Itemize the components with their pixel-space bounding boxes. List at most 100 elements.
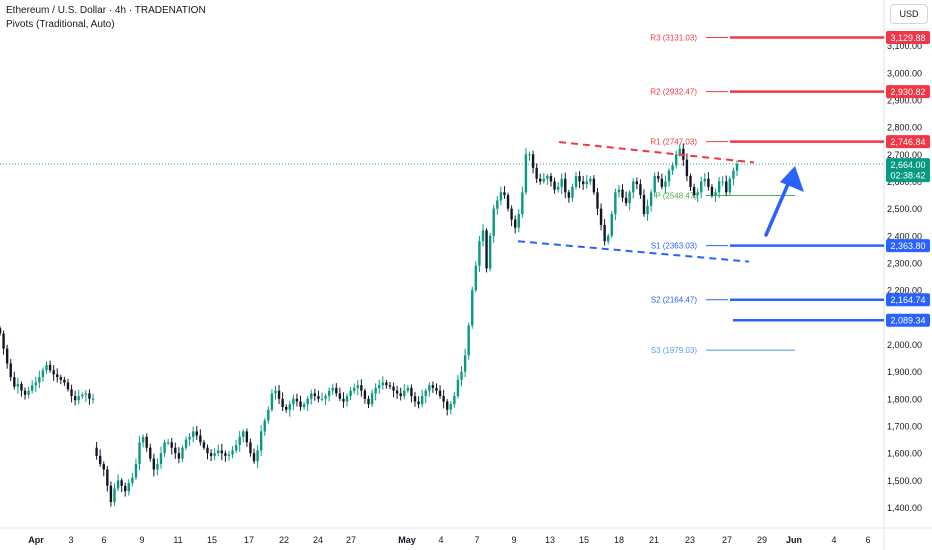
candle-body <box>578 176 581 182</box>
y-tick-label: 1,600.00 <box>887 449 922 459</box>
candle-body <box>141 436 145 443</box>
x-tick-label: 23 <box>685 535 695 545</box>
candle-body <box>234 445 238 451</box>
candle-body <box>496 200 499 209</box>
pivot-level-label: R2 (2932.47) <box>650 88 697 97</box>
candle-body <box>163 442 166 454</box>
candle-body <box>242 431 245 437</box>
candle-body <box>667 170 671 182</box>
candle-body <box>456 379 460 397</box>
candle-body <box>564 178 567 193</box>
candle-body <box>703 178 707 182</box>
price-tag-value: 2,746.84 <box>890 137 925 147</box>
candle-body <box>646 205 649 215</box>
currency-button[interactable]: USD <box>890 4 928 24</box>
candle-body <box>399 393 402 397</box>
symbol-title: Ethereum / U.S. Dollar · 4h · TRADENATIO… <box>6 5 206 16</box>
candle-body <box>166 442 170 444</box>
candle-body <box>363 390 367 399</box>
current-price-value: 2,664.00 <box>890 160 925 170</box>
candle-body <box>607 235 610 242</box>
candle-body <box>385 382 388 386</box>
candle-body <box>535 167 538 179</box>
y-tick-label: 2,300.00 <box>887 258 922 268</box>
candle-body <box>116 480 120 489</box>
candle-body <box>209 453 213 456</box>
candle-body <box>256 450 259 462</box>
candle-body <box>320 398 324 400</box>
candle-body <box>438 390 442 397</box>
candle-body <box>20 383 23 391</box>
candle-body <box>642 195 646 215</box>
candle-body <box>285 406 288 410</box>
price-tag-value: 2,930.82 <box>890 87 925 97</box>
y-tick-label: 2,000.00 <box>887 340 922 350</box>
candle-body <box>471 290 474 326</box>
support-trendline[interactable] <box>517 240 750 263</box>
price-tag-value: 2,363.80 <box>890 241 925 251</box>
candle-body <box>581 181 585 185</box>
candle-body <box>714 192 717 196</box>
candle-body <box>259 431 263 451</box>
candle-body <box>52 370 55 375</box>
candle-body <box>585 181 588 185</box>
candle-body <box>106 469 109 486</box>
chart-header: Ethereum / U.S. Dollar · 4h · TRADENATIO… <box>6 4 206 32</box>
candle-body <box>63 379 66 383</box>
candle-body <box>453 396 456 405</box>
candle-body <box>181 447 184 459</box>
candle-body <box>23 390 27 395</box>
candle-body <box>156 464 159 470</box>
candle-body <box>345 396 349 402</box>
projection-arrow-head[interactable] <box>780 166 804 192</box>
candle-body <box>603 224 606 242</box>
x-tick-label: Jun <box>786 535 802 545</box>
y-tick-label: 2,400.00 <box>887 231 922 241</box>
candle-body <box>338 393 342 399</box>
candle-body <box>378 385 381 388</box>
candle-body <box>671 165 674 171</box>
candle-body <box>41 370 45 378</box>
indicator-title[interactable]: Pivots (Traditional, Auto) <box>6 19 115 30</box>
candle-body <box>231 450 234 455</box>
candle-body <box>288 404 291 410</box>
candle-body <box>302 404 306 407</box>
x-tick-label: 21 <box>649 535 659 545</box>
candle-body <box>281 398 284 407</box>
pivot-level-label: S3 (1979.03) <box>651 346 698 355</box>
candle-body <box>292 398 295 405</box>
candle-body <box>499 192 503 201</box>
candle-body <box>138 442 141 465</box>
resistance-trendline[interactable] <box>558 141 755 164</box>
y-tick-label: 3,100.00 <box>887 41 922 51</box>
candle-body <box>610 214 613 236</box>
candle-body <box>621 189 624 198</box>
candle-body <box>213 453 216 456</box>
candle-body <box>199 435 202 443</box>
y-tick-label: 2,900.00 <box>887 95 922 105</box>
price-tag-value: 2,164.74 <box>890 295 925 305</box>
candle-body <box>492 208 495 236</box>
candle-body <box>30 385 34 391</box>
candle-body <box>567 192 571 198</box>
candle-body <box>474 265 478 291</box>
candle-body <box>674 154 678 166</box>
candle-body <box>145 436 148 448</box>
candle-body <box>77 396 80 401</box>
y-tick-label: 2,700.00 <box>887 150 922 160</box>
candle-body <box>98 455 102 465</box>
candle-body <box>435 387 438 391</box>
candle-body <box>707 178 710 187</box>
candle-body <box>628 192 631 204</box>
x-tick-label: 18 <box>614 535 624 545</box>
candle-body <box>560 178 563 187</box>
projection-arrow-shaft[interactable] <box>764 182 790 237</box>
y-tick-label: 1,700.00 <box>887 421 922 431</box>
candle-body <box>59 377 63 380</box>
candle-body <box>481 230 485 242</box>
candle-body <box>331 387 334 391</box>
x-tick-label: 6 <box>101 535 106 545</box>
candle-body <box>13 377 16 387</box>
candle-body <box>506 195 510 209</box>
